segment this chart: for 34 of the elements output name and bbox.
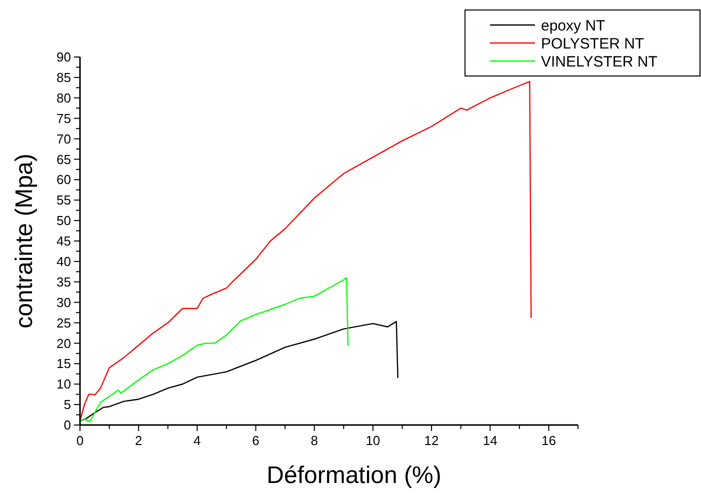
x-tick-label: 6 xyxy=(252,433,260,448)
x-tick-label: 10 xyxy=(366,433,380,448)
legend-label: VINELYSTER NT xyxy=(541,53,658,70)
x-tick-label: 4 xyxy=(194,433,201,448)
y-tick-label: 85 xyxy=(56,70,71,85)
y-tick-label: 10 xyxy=(56,376,71,392)
y-tick-label: 30 xyxy=(56,294,71,310)
x-tick-label: 16 xyxy=(541,433,556,448)
y-tick-label: 5 xyxy=(64,397,71,412)
y-tick-label: 35 xyxy=(56,274,71,290)
y-tick-label: 80 xyxy=(56,90,71,106)
y-tick-label: 15 xyxy=(56,356,71,372)
y-tick-label: 20 xyxy=(56,336,71,351)
x-tick-label: 0 xyxy=(76,433,84,448)
y-tick-label: 45 xyxy=(56,234,71,249)
x-tick-label: 12 xyxy=(424,433,439,448)
y-tick-label: 50 xyxy=(56,213,71,228)
legend-label: POLYSTER NT xyxy=(541,35,644,52)
legend-label: epoxy NT xyxy=(541,17,606,34)
x-tick-label: 2 xyxy=(134,433,142,448)
y-tick-label: 40 xyxy=(56,254,71,269)
x-tick-label: 14 xyxy=(482,433,498,448)
y-tick-label: 25 xyxy=(56,315,71,330)
y-tick-label: 55 xyxy=(56,192,71,208)
x-axis-title: Déformation (%) xyxy=(266,462,442,489)
y-tick-label: 60 xyxy=(56,172,71,188)
y-tick-label: 75 xyxy=(56,110,71,126)
y-tick-label: 0 xyxy=(64,418,71,433)
y-tick-label: 70 xyxy=(56,131,71,146)
x-tick-label: 8 xyxy=(310,433,318,448)
y-tick-label: 90 xyxy=(56,50,71,65)
line-series xyxy=(79,277,349,422)
y-axis-title: contrainte (Mpa) xyxy=(11,154,38,328)
y-tick-label: 65 xyxy=(56,152,71,167)
